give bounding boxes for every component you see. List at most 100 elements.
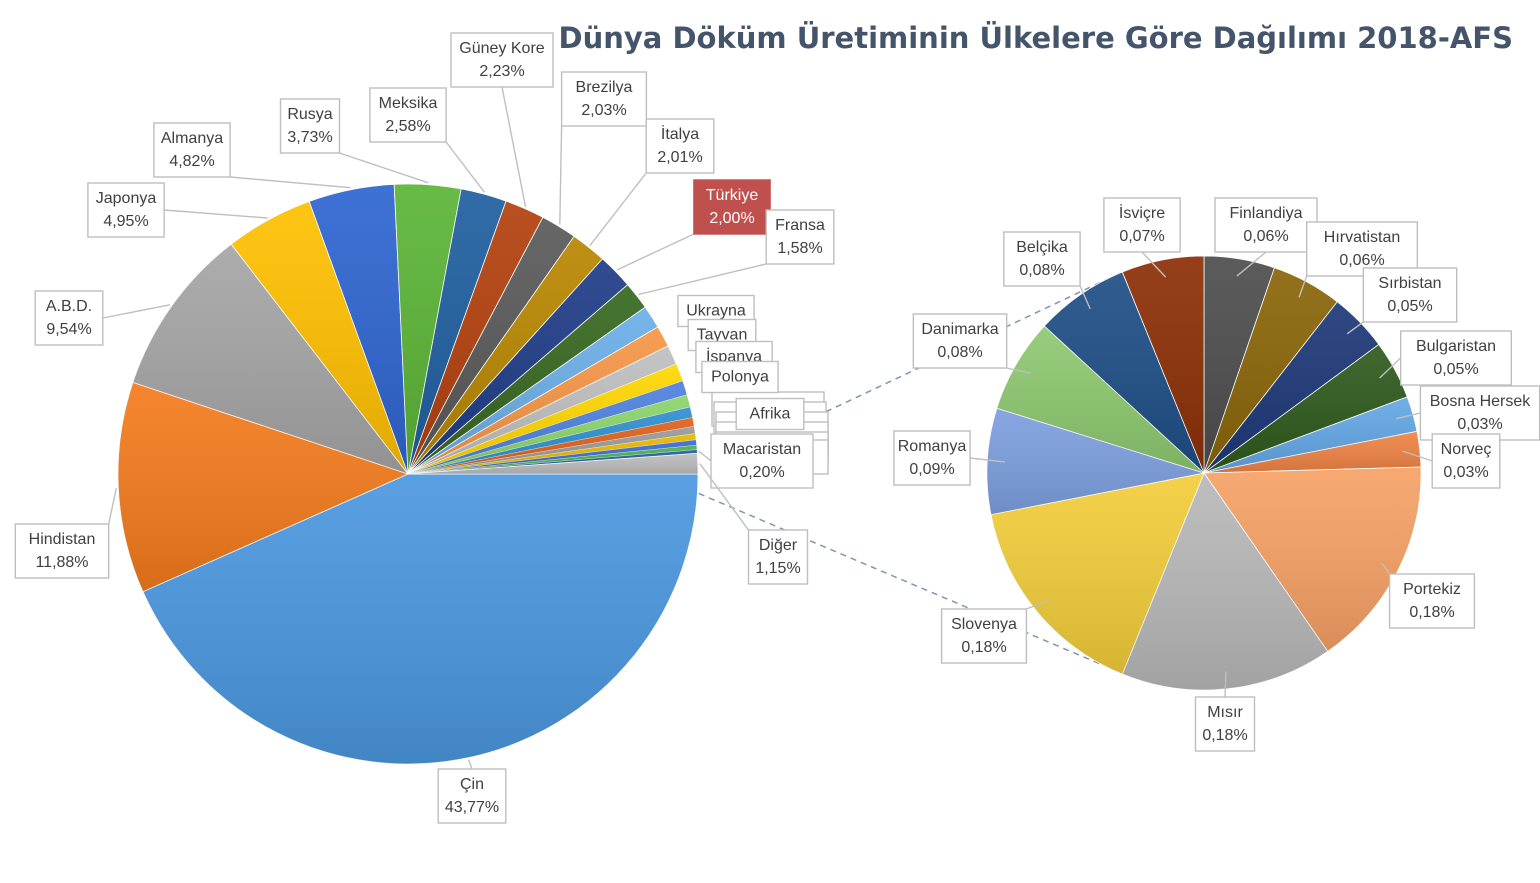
pie-slice-shade [408,258,628,474]
data-label-romanya: Romanya 0,09% [893,430,1005,486]
label-name: Bosna Hersek [1430,393,1531,410]
pie-slice-shade [408,345,677,474]
label-value: 2,00% [709,210,754,227]
secondary-slice-shade [991,473,1204,675]
pie-slice-shade [408,364,683,474]
pie-slice-shade [408,307,658,474]
leader-line [1395,412,1421,420]
label-name: Bulgaristan [1416,338,1496,355]
label-value: 0,08% [937,344,982,361]
label-box [710,433,814,489]
leader-line [164,209,268,219]
label-box [87,182,165,238]
label-box [1388,573,1476,629]
pie-slice-shade [231,201,408,474]
label-box [1003,231,1081,287]
leader-line [1381,562,1391,575]
data-label-japonya: Japonya 4,95% [87,182,268,238]
main-pie-labels: Çin 43,77% Hindistan 11,88% A.B.D. 9,54% Japon… [14,32,835,824]
secondary-slice-shade [1122,256,1204,473]
label-name: Güney Kore [459,40,544,57]
label-box [369,87,447,143]
label-value: 9,54% [46,321,91,338]
label-value: 0,07% [1119,228,1164,245]
label-box [437,768,507,824]
leader-line [699,463,750,531]
leader-line [1141,251,1167,278]
leader-line [1379,357,1402,379]
label-name: İsviçre [1119,203,1165,222]
data-label-fransa: Fransa 1,58% [638,209,835,296]
data-label-diger: Diğer 1,15% [699,463,809,585]
leader-line [638,263,767,296]
pie-slice-shade [408,236,603,474]
label-value: 0,18% [1202,727,1247,744]
leader-line [1079,285,1091,310]
data-label-turkiye: Türkiye 2,00% [616,179,771,271]
data-label-norvec: Norveç 0,03% [1402,433,1501,489]
data-label-slovenya: Slovenya 0,18% [940,599,1051,664]
label-box [765,209,835,265]
data-label-bulgaristan: Bulgaristan 0,05% [1379,330,1512,386]
leader-line [1026,599,1051,610]
secondary-slice-shade [996,326,1204,473]
leader-line [467,759,473,770]
label-box [645,118,715,174]
label-value: 0,18% [961,639,1006,656]
pie-slice-shade [408,284,646,474]
leader-line [589,172,647,247]
label-name: Ukrayna [686,303,746,320]
data-label-sirbistan: Sırbistan 0,05% [1346,267,1458,335]
data-label-afrika: Afrika [735,397,805,431]
secondary-slice-shade [1204,467,1422,652]
label-name: Türkiye [706,187,759,204]
label-name: Romanya [898,438,967,455]
label-name: Hırvatistan [1324,229,1400,246]
label-name: A.B.D. [46,298,92,315]
label-name: Portekiz [1403,581,1461,598]
label-box [450,32,554,88]
pie-slice-shade [408,406,693,474]
leader-line [1402,450,1433,462]
label-value: 4,95% [103,213,148,230]
leader-line [102,304,171,319]
label-value: 2,01% [657,149,702,166]
leader-line [445,141,485,193]
secondary-slice-shade [1044,271,1204,473]
data-label-polonya: Polonya [701,360,779,394]
label-box [1431,433,1501,489]
pie-slice-shade [408,417,695,474]
pie-connector-lines [698,270,1124,667]
label-box [747,529,809,585]
label-box [940,608,1028,664]
label-box [279,98,341,154]
label-box [893,430,971,486]
leader-line [1006,367,1032,374]
main-pie [117,183,699,765]
data-label-danimarka: Danimarka 0,08% [912,313,1032,374]
pie-slice-shade [408,217,575,474]
secondary-slice-shade [987,408,1204,515]
secondary-slice-shade [1204,396,1417,473]
label-value: 11,88% [35,554,88,571]
pie-slice-shade [408,380,687,474]
label-value: 0,05% [1387,298,1432,315]
leader-line [970,457,1005,463]
label-name: Tayvan [697,327,748,344]
label-name: Fransa [775,217,825,234]
label-box [1103,197,1181,253]
leader-line [339,152,429,184]
leader-line [108,487,117,525]
secondary-slice-shade [1204,431,1421,473]
pie-slice-shade [408,201,543,474]
label-value: 0,03% [1443,464,1488,481]
label-name: Japonya [96,190,157,207]
leader-line [559,125,563,225]
data-label-guney-kore: Güney Kore 2,23% [450,32,554,207]
pie-slice-shade [408,433,696,474]
label-value: 0,06% [1243,228,1288,245]
secondary-slice-shade [1204,267,1338,473]
secondary-pie [986,255,1422,691]
pie-slice-shade [132,244,408,474]
pie-slice-shade [408,394,691,474]
